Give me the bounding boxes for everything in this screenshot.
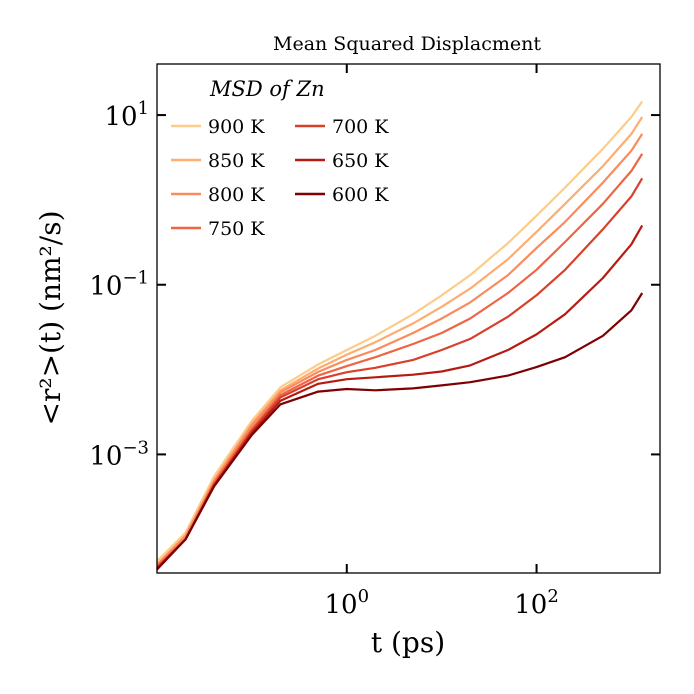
plot-area	[156, 63, 661, 574]
series-line-600k	[156, 292, 644, 571]
series-line-750k	[156, 153, 644, 568]
y-tick-label: 101	[104, 98, 149, 132]
legend-label: 800 K	[208, 184, 265, 206]
legend: MSD of Zn 900 K 850 K 800 K 750 K 700 K 650 K…	[171, 77, 389, 240]
x-tick-label: 102	[514, 586, 559, 620]
series-line-900k	[156, 100, 644, 563]
legend-label: 650 K	[332, 150, 389, 172]
y-tick-label: 10−3	[89, 437, 149, 471]
series-layer	[156, 100, 644, 571]
legend-title: MSD of Zn	[209, 77, 325, 101]
legend-label: 700 K	[332, 116, 389, 138]
legend-label: 750 K	[208, 218, 265, 240]
legend-label: 600 K	[332, 184, 389, 206]
chart-title: Mean Squared Displacment	[273, 33, 541, 55]
y-tick-label: 10−1	[89, 268, 149, 302]
y-axis-label: <r²>(t) (nm²/s)	[34, 211, 67, 426]
series-line-800k	[156, 133, 644, 566]
x-axis-label: t (ps)	[371, 626, 445, 659]
ticks-layer: 100 102 101 10−1 10−3	[89, 64, 660, 620]
plot-frame	[156, 63, 661, 574]
legend-label: 900 K	[208, 116, 265, 138]
series-line-650k	[156, 224, 644, 570]
legend-label: 850 K	[208, 150, 265, 172]
legend-items: 900 K 850 K 800 K 750 K 700 K 650 K 600 K	[171, 116, 389, 240]
x-tick-label: 100	[325, 586, 370, 620]
